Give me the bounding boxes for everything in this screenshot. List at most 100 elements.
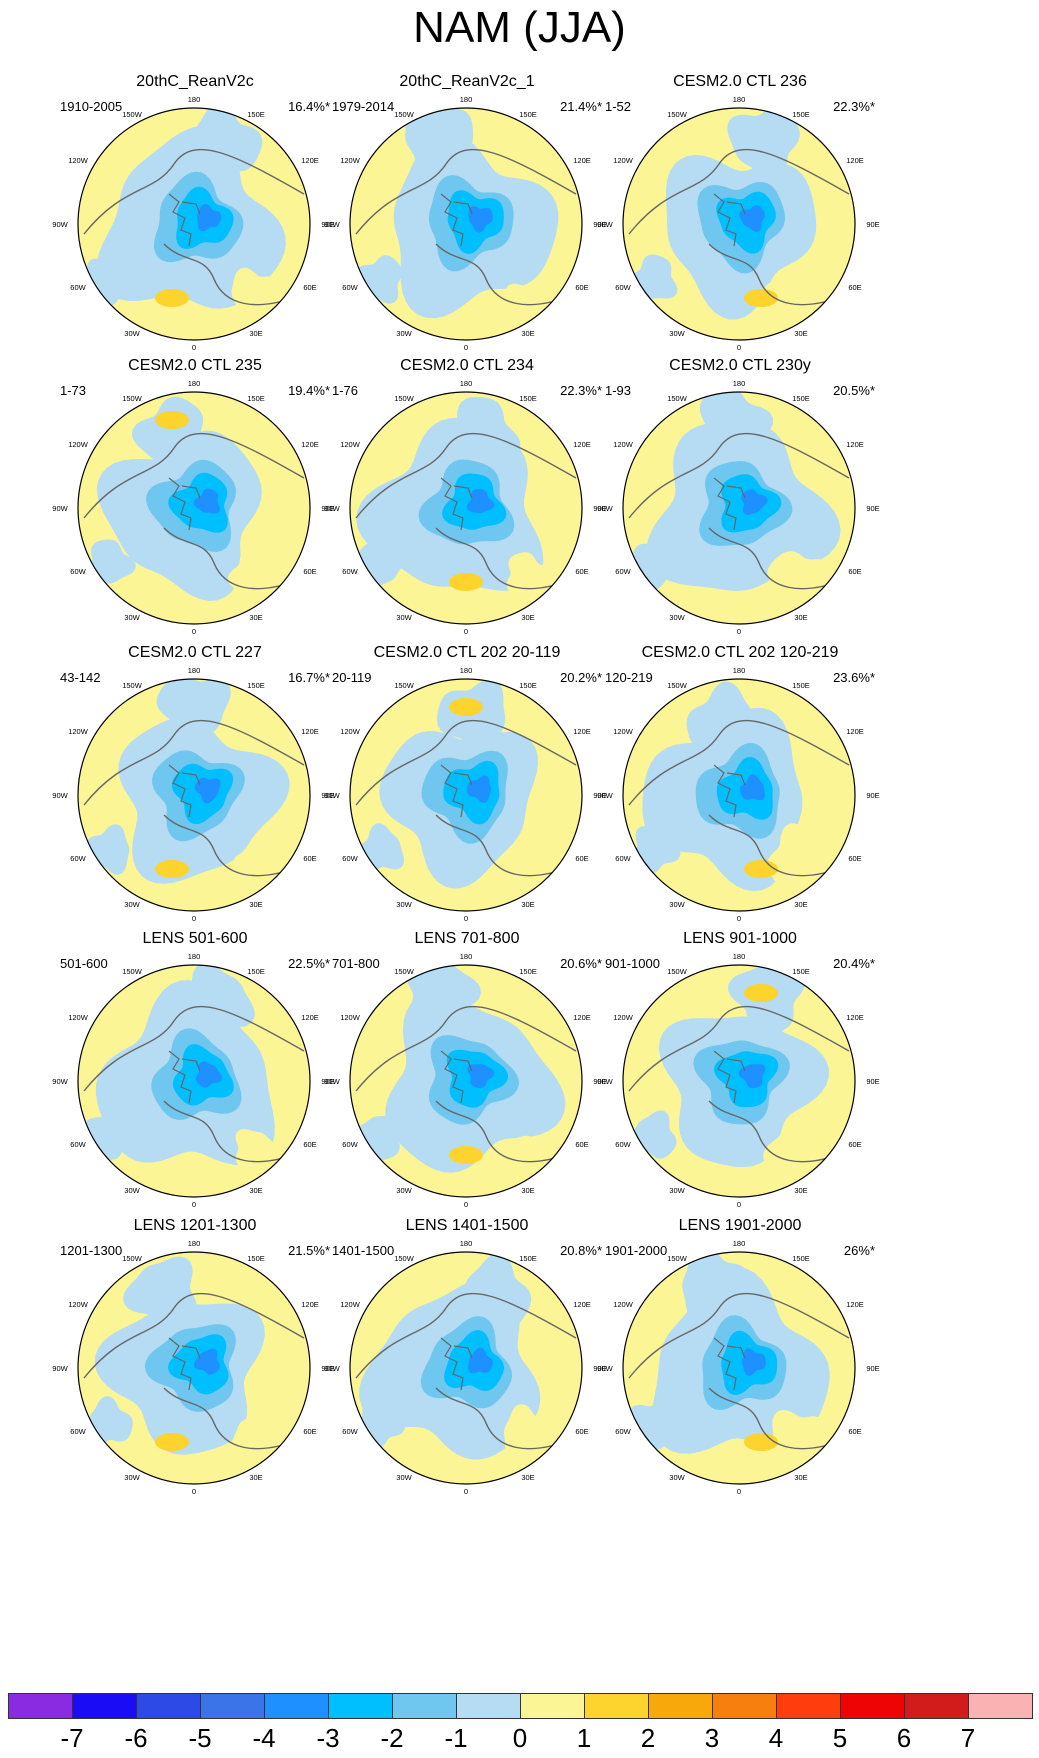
colorbar-tick-label: 2 [640,1723,656,1753]
coastline [713,477,746,531]
negative-anomaly-region [354,1115,403,1161]
longitude-label: 60W [70,567,86,576]
colorbar-swatch [136,1693,201,1719]
longitude-label: 60W [342,283,358,292]
longitude-label: 120E [846,1013,864,1022]
longitude-label: 60E [575,1427,589,1436]
colorbar-swatch [712,1693,777,1719]
longitude-label: 90E [593,791,607,800]
colorbar-tick-label: 3 [704,1723,720,1753]
longitude-label: 120E [573,727,591,736]
longitude-label: 30W [396,1186,412,1195]
longitude-label: 120W [68,156,88,165]
colorbar-swatch [8,1693,73,1719]
colorbar-tick-label: 0 [512,1723,528,1753]
positive-anomaly-region [763,263,827,329]
panel-variance: 20.4%* [833,956,875,971]
longitude-label: 30W [124,329,140,338]
longitude-label: 120E [846,1300,864,1309]
panel-period: 1-76 [332,383,359,398]
coastline [435,1387,577,1450]
longitude-label: 60W [342,567,358,576]
negative-anomaly-level-3 [467,775,491,803]
negative-anomaly-level-3 [741,489,768,515]
panel-period: 501-600 [60,956,108,971]
coastline [435,814,577,877]
longitude-label: 60E [575,283,589,292]
colorbar-swatch [520,1693,585,1719]
map-boundary [349,107,583,341]
longitude-label: 150W [122,967,142,976]
map-boundary [622,107,856,341]
longitude-label: 90E [866,791,880,800]
longitude-label: 60E [575,567,589,576]
colorbar-swatch [840,1693,905,1719]
negative-anomaly-region [442,396,521,466]
map-panel: LENS 1401-1500 1401-1500 20.8%* 180 150W 150E… [312,1216,622,1526]
longitude-label: 120E [573,440,591,449]
colorbar-swatch [264,1693,329,1719]
coastline [168,1050,201,1104]
longitude-label: 90E [321,1364,335,1373]
longitude-label: 60W [70,854,86,863]
colorbar-swatch [328,1693,393,1719]
longitude-label: 90W [52,504,68,513]
longitude-label: 150W [394,681,414,690]
negative-anomaly-region [88,1396,133,1446]
longitude-label: 150E [792,394,810,403]
panel-variance: 16.4%* [288,99,330,114]
longitude-label: 60W [70,1140,86,1149]
panel-variance: 20.2%* [560,670,602,685]
coastline [163,243,305,306]
coastline [168,1337,201,1391]
panel-period: 1-93 [605,383,632,398]
longitude-label: 150E [519,681,537,690]
coastline [435,527,577,590]
polar-map [77,391,311,625]
longitude-label: 30W [396,1473,412,1482]
polar-map [622,391,856,625]
panel-title: LENS 501-600 [142,930,248,947]
longitude-label: 120W [340,440,360,449]
polar-map [622,107,856,341]
polar-map [77,107,311,341]
longitude-label: 120W [68,440,88,449]
negative-anomaly-level-3 [468,1347,493,1374]
longitude-label: 90W [52,1077,68,1086]
longitude-label: 150E [792,681,810,690]
longitude-label: 30E [794,1186,808,1195]
panel-title: 20thC_ReanV2c [136,73,254,90]
coastline [355,1005,577,1092]
colorbar-swatch [968,1693,1033,1719]
longitude-label: 180 [187,952,201,961]
longitude-label: 180 [459,952,473,961]
colorbar-swatch [584,1693,649,1719]
coastline [83,719,305,806]
negative-anomaly-region [123,1256,197,1331]
longitude-label: 180 [459,666,473,675]
longitude-label: 150W [667,394,687,403]
colorbar-tick-label: -4 [252,1723,276,1753]
longitude-label: 60E [848,1427,862,1436]
longitude-label: 120W [613,727,633,736]
panel-period: 1-52 [605,99,632,114]
longitude-label: 90W [597,1077,613,1086]
longitude-label: 150E [247,110,265,119]
longitude-label: 180 [732,379,746,388]
longitude-label: 150W [122,394,142,403]
longitude-label: 30W [124,613,140,622]
coastline [440,477,473,531]
negative-anomaly-region [156,679,231,749]
map-panel: CESM2.0 CTL 227 43-142 16.7%* 180 150W 150E 12… [40,643,350,953]
positive-anomaly-region [503,838,546,887]
coastline [713,193,746,247]
map-boundary [622,964,856,1198]
positive-anomaly-max [744,984,778,1002]
longitude-label: 30W [669,613,685,622]
longitude-label: 30W [124,900,140,909]
longitude-label: 120W [68,1013,88,1022]
longitude-label: 60W [615,1140,631,1149]
colorbar-swatch [456,1693,521,1719]
colorbar-tick-label: 7 [960,1723,976,1753]
polar-map [622,1251,856,1485]
